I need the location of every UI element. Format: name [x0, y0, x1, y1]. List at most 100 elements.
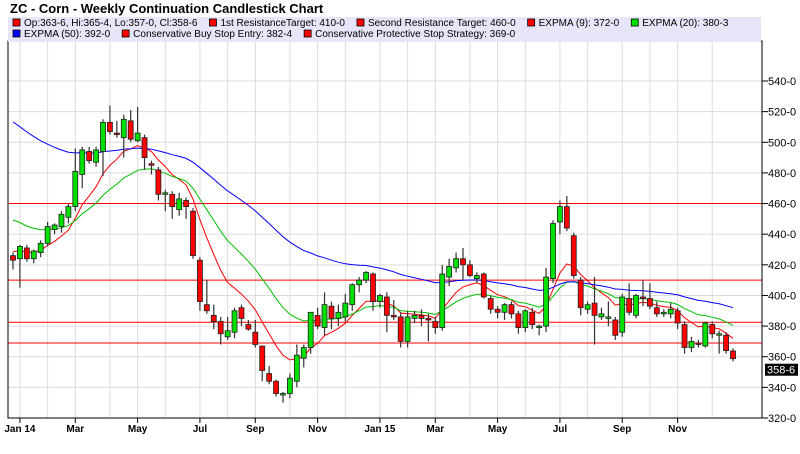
candle-body	[148, 163, 155, 166]
legend: Op:363-6, Hi:365-4, Lo:357-0, Cl:358-6 1s…	[12, 18, 729, 40]
last-price-label: 358-6	[767, 365, 795, 377]
candle-body	[473, 275, 480, 280]
candle-body	[300, 347, 307, 359]
candle-body	[702, 322, 709, 347]
candle-body	[190, 210, 196, 257]
y-tick-label: 500-0	[768, 137, 796, 149]
x-tick-label: May	[128, 424, 148, 435]
y-tick-label: 360-0	[768, 352, 796, 364]
candle-body	[633, 295, 639, 316]
legend-entry: EXPMA (50): 392-0	[24, 29, 111, 40]
candle-body	[529, 311, 536, 325]
y-tick-label: 380-0	[768, 321, 796, 333]
candle-body	[425, 318, 432, 321]
x-tick-label: Jan 14	[4, 424, 36, 435]
candle-body	[231, 310, 238, 333]
candle-body	[203, 304, 210, 312]
candle-body	[598, 313, 605, 318]
candle-body	[162, 192, 169, 195]
legend-entry: Conservative Protective Stop Strategy: 3…	[315, 29, 516, 40]
chart-title: ZC - Corn - Weekly Continuation Candlest…	[10, 1, 324, 16]
candle-body	[23, 247, 30, 260]
candle-body	[397, 316, 404, 342]
candle-body	[307, 311, 314, 348]
candle-body	[127, 120, 134, 140]
candle-body	[155, 169, 162, 195]
y-tick-label: 520-0	[768, 107, 796, 119]
candle-body	[287, 377, 293, 394]
candle-body	[605, 316, 612, 319]
candle-body	[280, 393, 286, 396]
candle-body	[667, 308, 674, 315]
legend-entry: Second Resistance Target: 460-0	[368, 18, 516, 29]
candle-body	[134, 132, 141, 142]
y-tick-label: 440-0	[768, 229, 796, 241]
candle-body	[44, 226, 51, 244]
candle-body	[197, 259, 203, 302]
candle-body	[141, 137, 148, 158]
candle-body	[37, 242, 44, 253]
y-tick-label: 320-0	[768, 413, 796, 425]
candle-body	[273, 380, 279, 394]
candle-body	[640, 296, 646, 299]
candle-body	[543, 276, 549, 327]
candle-body	[653, 307, 660, 315]
legend-entry: EXPMA (20): 380-3	[642, 18, 729, 29]
candle-body	[467, 264, 473, 276]
y-tick-label: 340-0	[768, 382, 796, 394]
x-tick-label: Jan 15	[364, 424, 396, 435]
candle-body	[321, 304, 328, 329]
candle-body	[460, 258, 466, 266]
candle-body	[390, 314, 397, 318]
candle-body	[674, 310, 681, 324]
candle-body	[377, 295, 383, 302]
x-tick-label: Sep	[613, 424, 631, 435]
candle-body	[79, 149, 86, 175]
candle-body	[688, 341, 695, 348]
candle-body	[446, 265, 453, 278]
candle-body	[169, 193, 176, 208]
plot-background	[8, 41, 762, 418]
candle-body	[508, 304, 515, 315]
candle-body	[363, 272, 369, 281]
legend-entry: Conservative Buy Stop Entry: 382-4	[133, 29, 292, 40]
candle-body	[487, 298, 494, 310]
x-tick-label: Mar	[66, 424, 84, 435]
legend-swatch	[12, 18, 21, 27]
candle-body	[65, 206, 72, 218]
candle-body	[418, 314, 425, 319]
candle-body	[432, 321, 439, 329]
y-tick-label: 480-0	[768, 168, 796, 180]
candle-body	[58, 213, 65, 227]
candle-body	[584, 304, 591, 310]
y-tick-label: 460-0	[768, 199, 796, 211]
candle-body	[266, 373, 273, 382]
candle-body	[113, 132, 120, 136]
candle-body	[17, 246, 23, 260]
candle-body	[176, 198, 183, 211]
candle-body	[536, 325, 543, 328]
legend-swatch	[303, 29, 312, 38]
candle-body	[563, 206, 570, 229]
candle-body	[577, 279, 584, 309]
plot-area	[7, 40, 768, 423]
x-tick-label: Sep	[246, 424, 264, 435]
candle-body	[107, 121, 113, 132]
candle-body	[723, 334, 729, 352]
candle-body	[626, 298, 633, 313]
candle-body	[494, 308, 501, 313]
candle-body	[709, 324, 716, 335]
x-tick-label: Jul	[193, 424, 208, 435]
candle-body	[619, 296, 626, 333]
candle-body	[183, 200, 189, 208]
candle-body	[612, 319, 619, 336]
candle-body	[501, 304, 508, 313]
x-tick-label: Nov	[668, 424, 687, 435]
candle-body	[453, 258, 459, 269]
candle-body	[314, 314, 321, 327]
candle-body	[439, 273, 446, 329]
candle-body	[356, 279, 363, 286]
candle-body	[293, 354, 300, 382]
candle-body	[515, 313, 522, 329]
candle-body	[210, 314, 217, 322]
